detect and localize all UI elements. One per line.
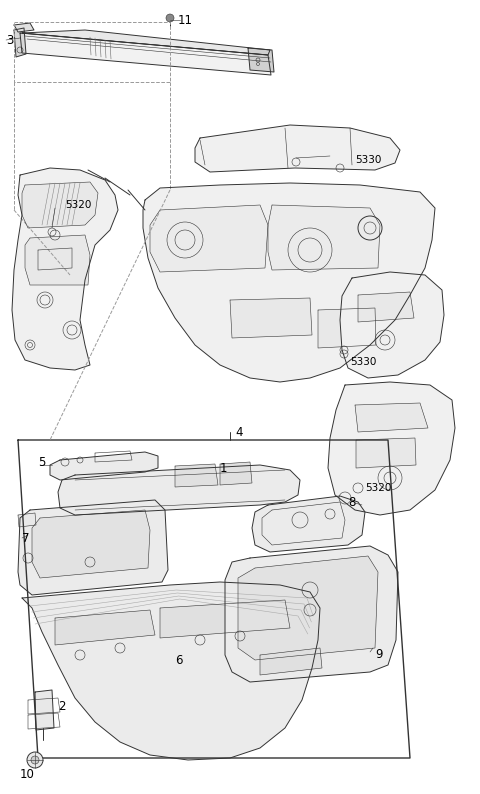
Circle shape [31, 756, 39, 764]
Polygon shape [318, 308, 376, 348]
Polygon shape [14, 23, 34, 32]
Circle shape [166, 14, 174, 22]
Polygon shape [260, 648, 322, 675]
Polygon shape [20, 33, 271, 75]
Text: 6: 6 [175, 653, 182, 666]
Text: 11: 11 [178, 13, 193, 26]
Text: 5320: 5320 [365, 483, 391, 493]
Polygon shape [22, 182, 98, 228]
Polygon shape [355, 403, 428, 432]
Polygon shape [252, 496, 365, 552]
Polygon shape [150, 205, 268, 272]
Text: 5: 5 [38, 456, 46, 468]
Text: 5320: 5320 [65, 200, 91, 210]
Text: 5330: 5330 [350, 357, 376, 367]
Polygon shape [50, 452, 158, 480]
Polygon shape [225, 546, 398, 682]
Polygon shape [32, 510, 150, 578]
Text: 3: 3 [6, 33, 13, 47]
Polygon shape [230, 298, 312, 338]
Text: 5330: 5330 [355, 155, 382, 165]
Polygon shape [25, 235, 90, 285]
Polygon shape [22, 582, 320, 760]
Polygon shape [22, 30, 270, 55]
Polygon shape [55, 610, 155, 645]
Polygon shape [143, 183, 435, 382]
Polygon shape [340, 272, 444, 378]
Circle shape [27, 752, 43, 768]
Polygon shape [195, 125, 400, 172]
Polygon shape [14, 28, 26, 57]
Text: 10: 10 [20, 769, 35, 781]
Polygon shape [238, 556, 378, 660]
Text: 8: 8 [348, 495, 355, 508]
Polygon shape [220, 462, 252, 485]
Polygon shape [58, 465, 300, 515]
Text: 2: 2 [58, 700, 65, 712]
Polygon shape [268, 205, 380, 270]
Polygon shape [175, 464, 218, 487]
Polygon shape [12, 168, 118, 370]
Polygon shape [160, 600, 290, 638]
Polygon shape [358, 292, 414, 322]
Text: 4: 4 [235, 426, 242, 438]
Polygon shape [328, 382, 455, 515]
Polygon shape [248, 48, 274, 72]
Polygon shape [35, 690, 54, 730]
Polygon shape [18, 500, 168, 595]
Polygon shape [356, 438, 416, 468]
Text: 1: 1 [220, 461, 228, 475]
Polygon shape [18, 513, 36, 527]
Text: 9: 9 [375, 649, 383, 661]
Text: 7: 7 [22, 531, 29, 545]
